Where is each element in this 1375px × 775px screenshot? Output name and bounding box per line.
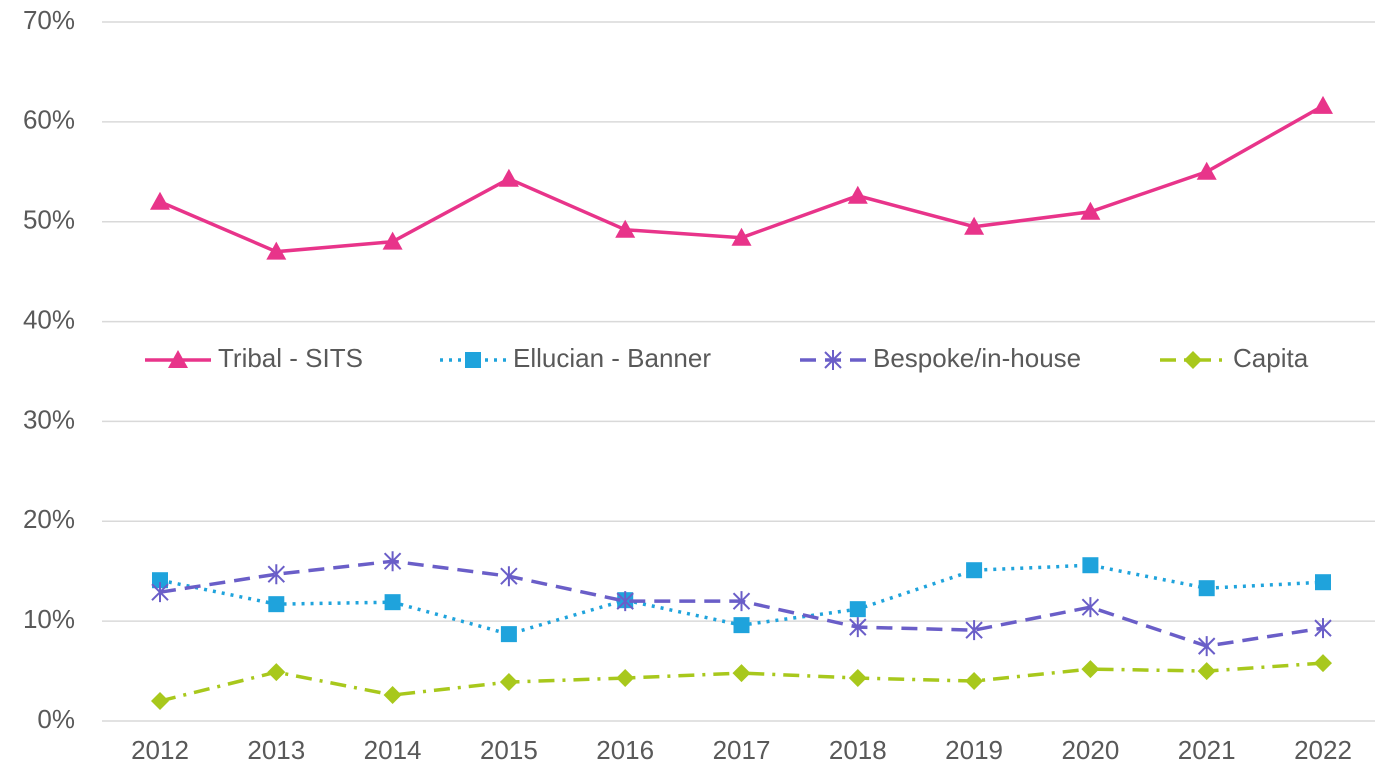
data-point: [964, 216, 985, 235]
legend-label: Ellucian - Banner: [513, 343, 711, 373]
data-point: [965, 672, 984, 691]
y-tick-label: 10%: [23, 604, 75, 634]
legend-label: Tribal - SITS: [218, 343, 363, 373]
x-tick-label: 2021: [1178, 735, 1236, 765]
data-point: [732, 591, 751, 612]
data-point: [500, 626, 517, 643]
data-point: [616, 669, 635, 688]
x-tick-label: 2020: [1061, 735, 1119, 765]
data-point: [1313, 95, 1333, 114]
legend-item: Ellucian - Banner: [440, 343, 711, 373]
data-point: [615, 219, 636, 238]
data-point: [1198, 580, 1215, 597]
x-tick-label: 2013: [247, 735, 305, 765]
data-point: [1314, 618, 1332, 639]
x-tick-label: 2015: [480, 735, 538, 765]
data-point: [1081, 597, 1100, 618]
data-point: [732, 664, 751, 683]
data-point: [267, 663, 286, 682]
data-point: [1197, 662, 1216, 681]
data-point: [849, 601, 866, 618]
y-tick-label: 60%: [23, 105, 75, 135]
legend-label: Bespoke/in-house: [873, 343, 1081, 373]
legend-label: Capita: [1233, 343, 1309, 373]
data-point: [1196, 161, 1217, 180]
data-point: [1082, 557, 1099, 574]
data-point: [1081, 660, 1100, 679]
x-tick-label: 2017: [713, 735, 771, 765]
data-point: [849, 617, 867, 638]
data-point: [733, 617, 750, 634]
data-point: [965, 620, 983, 641]
y-tick-label: 0%: [37, 704, 75, 734]
legend-marker: [168, 350, 188, 368]
data-point: [152, 572, 168, 589]
data-point: [266, 241, 287, 260]
legend-marker: [824, 350, 842, 370]
y-tick-label: 30%: [23, 404, 75, 434]
data-point: [150, 191, 170, 210]
data-point: [1314, 654, 1332, 673]
data-point: [499, 673, 518, 692]
data-point: [1315, 574, 1331, 591]
y-tick-label: 40%: [23, 304, 75, 334]
y-tick-label: 20%: [23, 504, 75, 534]
legend-marker: [465, 352, 481, 368]
data-point: [384, 594, 401, 611]
y-tick-label: 50%: [23, 205, 75, 235]
data-point: [731, 227, 752, 246]
data-point: [847, 185, 868, 204]
data-point: [966, 562, 983, 579]
x-tick-label: 2022: [1294, 735, 1352, 765]
data-point: [848, 669, 867, 688]
data-point: [498, 168, 519, 187]
x-tick-label: 2018: [829, 735, 887, 765]
legend-item: Capita: [1160, 343, 1309, 373]
x-tick-label: 2014: [364, 735, 422, 765]
data-point: [151, 692, 169, 711]
x-tick-label: 2012: [131, 735, 189, 765]
data-point: [500, 566, 518, 587]
data-point: [383, 686, 402, 705]
y-tick-label: 70%: [23, 5, 75, 35]
data-point: [268, 596, 285, 613]
data-point: [616, 591, 634, 612]
data-point: [151, 582, 169, 603]
x-tick-label: 2019: [945, 735, 1003, 765]
x-tick-label: 2016: [596, 735, 654, 765]
data-point: [1197, 636, 1216, 657]
legend-item: Bespoke/in-house: [800, 343, 1081, 373]
data-point: [267, 564, 286, 585]
data-point: [382, 231, 403, 250]
legend-item: Tribal - SITS: [145, 343, 363, 373]
legend-marker: [1184, 351, 1202, 369]
data-point: [1080, 201, 1101, 220]
data-point: [383, 551, 402, 572]
